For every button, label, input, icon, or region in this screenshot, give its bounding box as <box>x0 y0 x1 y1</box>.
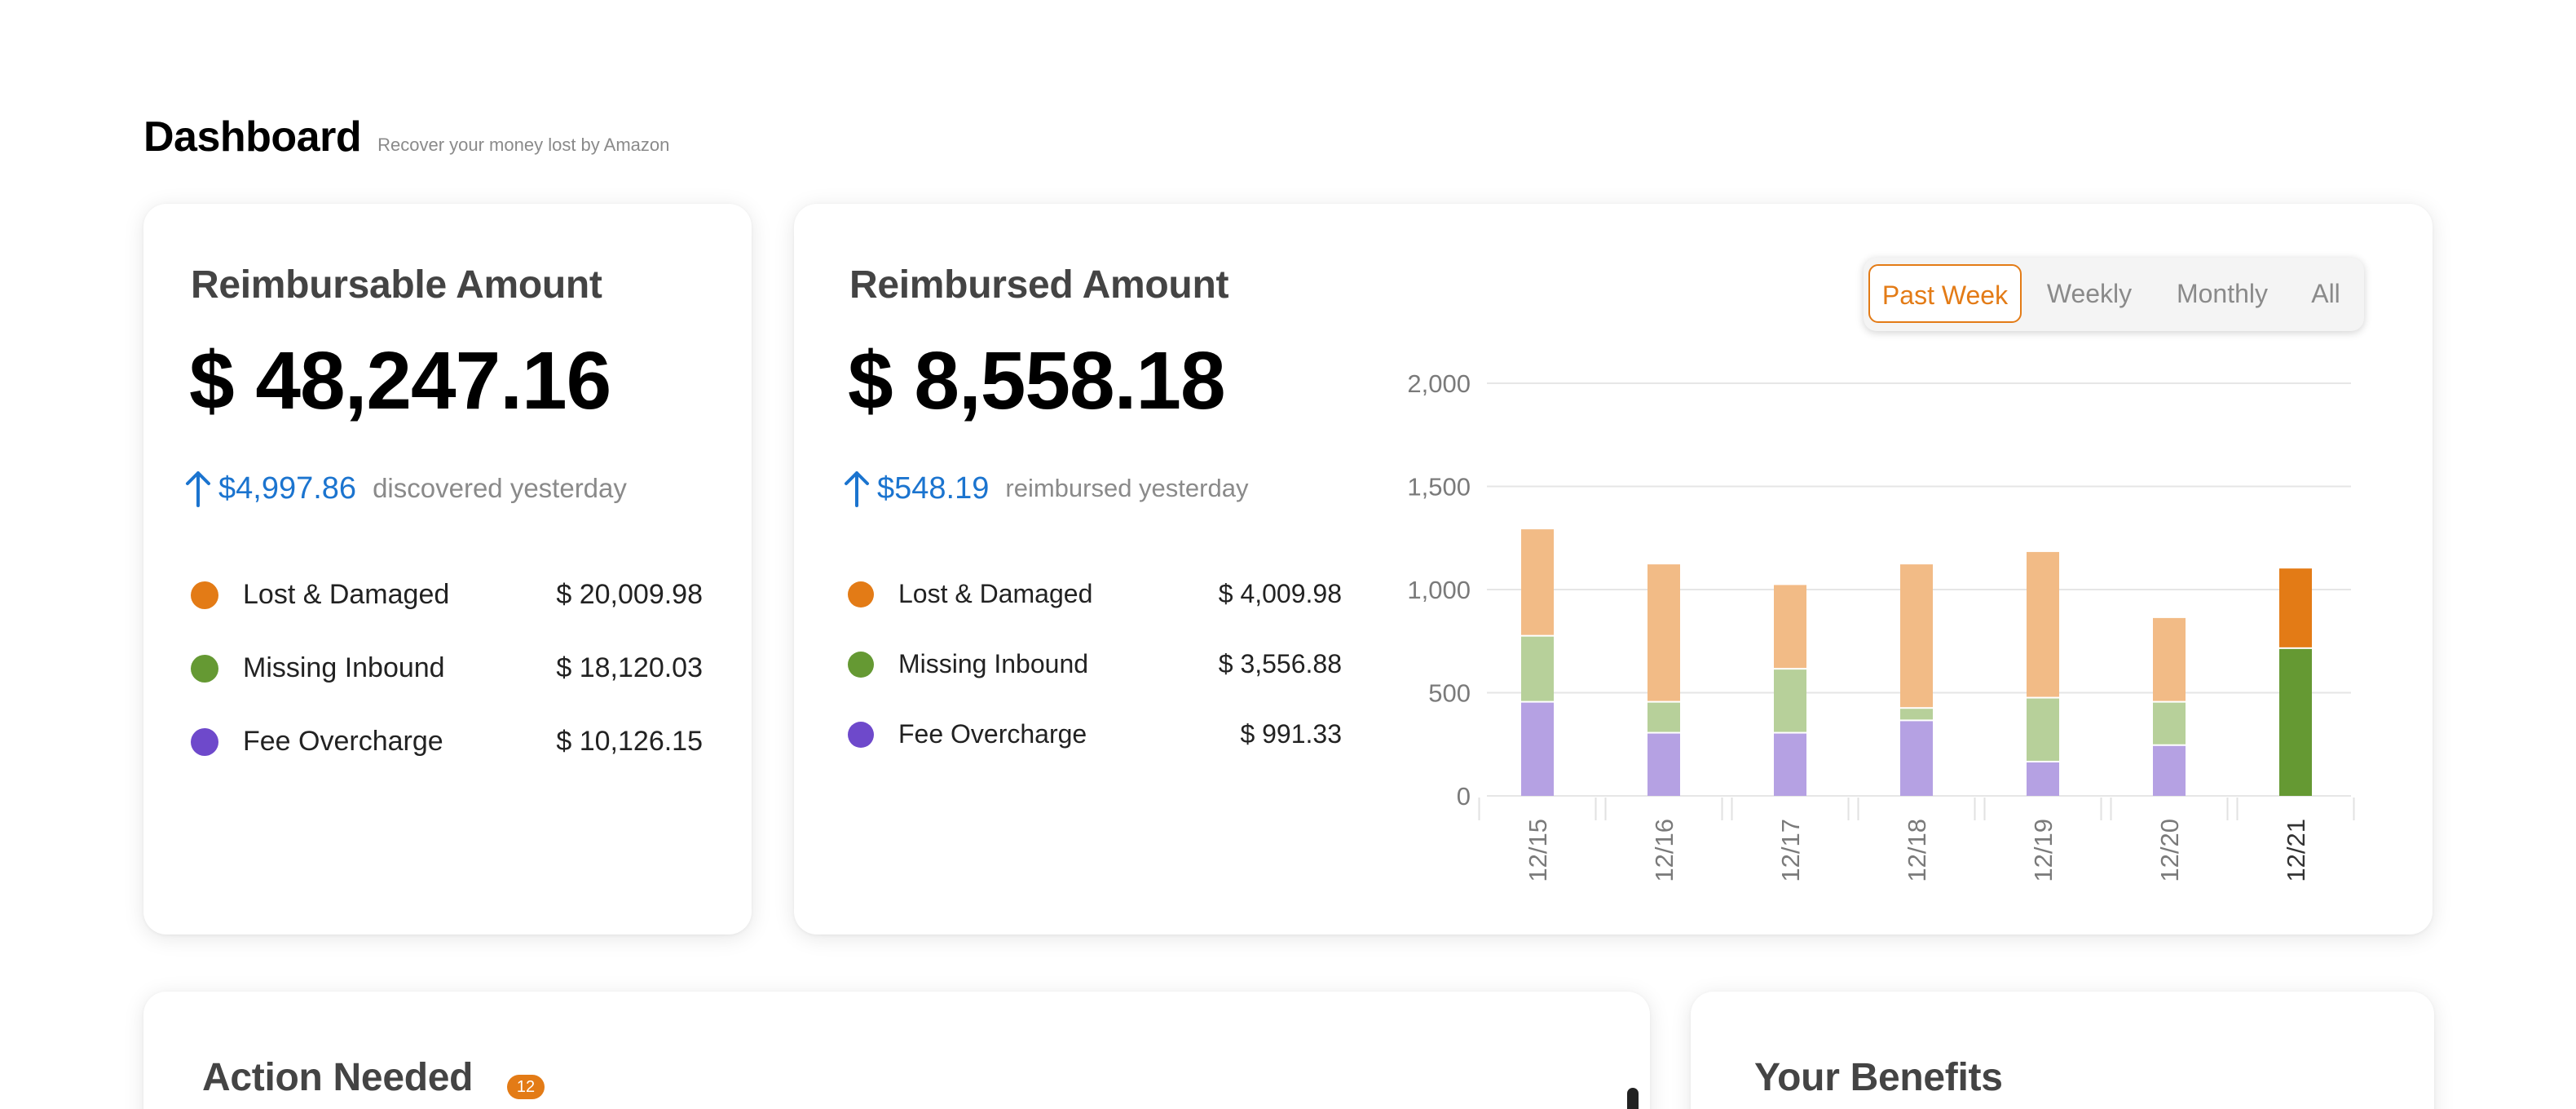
bar-lost-damaged <box>1900 564 1933 708</box>
legend-value: $ 18,120.03 <box>556 652 703 683</box>
reimbursed-chart: 0 500 1,000 1,500 2,000 12/15 12/16 12/17 12/18 1… <box>1407 369 2355 882</box>
benefits-title: Your Benefits <box>1754 1056 2003 1099</box>
reimbursable-delta-value: $4,997.86 <box>218 471 357 506</box>
bar-fee-overcharge <box>2027 762 2059 796</box>
bar-missing-inbound <box>1647 702 1680 732</box>
legend-label: Missing Inbound <box>898 649 1089 678</box>
x-tick-label: 12/17 <box>1776 819 1805 882</box>
bar-fee-overcharge <box>1774 733 1806 796</box>
bar-missing-inbound <box>1900 709 1933 720</box>
legend-label: Fee Overcharge <box>243 726 443 757</box>
bar-missing-inbound <box>2027 698 2059 761</box>
action-needed-card: Action Needed 12 <box>143 992 1650 1109</box>
legend-label: Fee Overcharge <box>898 719 1087 749</box>
bar-fee-overcharge <box>1521 702 1554 796</box>
legend-value: $ 4,009.98 <box>1218 579 1342 608</box>
bar-missing-inbound <box>1774 669 1806 732</box>
y-tick-label: 500 <box>1428 679 1471 708</box>
legend-item-fee-overcharge: Fee Overcharge <box>191 726 443 758</box>
range-monthly-button[interactable]: Monthly <box>2176 279 2269 308</box>
arrow-up-icon <box>184 470 212 507</box>
x-tick-mark <box>2110 798 2229 820</box>
bar-lost-damaged <box>2279 568 2312 647</box>
range-weekly-button[interactable]: Weekly <box>2046 279 2133 308</box>
x-tick-mark <box>2236 798 2355 820</box>
x-tick-mark <box>1604 798 1723 820</box>
bar-missing-inbound <box>2153 702 2186 744</box>
bar-fee-overcharge <box>2153 745 2186 796</box>
y-tick-label: 1,500 <box>1407 473 1471 501</box>
y-tick-label: 2,000 <box>1407 369 1471 398</box>
missing-inbound-dot <box>191 654 218 683</box>
legend-item-missing-inbound: Missing Inbound <box>848 649 1088 679</box>
legend-value: $ 3,556.88 <box>1218 649 1342 678</box>
benefits-card: Your Benefits <box>1691 992 2434 1109</box>
reimbursable-delta-note: discovered yesterday <box>373 473 627 503</box>
reimbursable-title: Reimbursable Amount <box>191 263 602 307</box>
legend-value: $ 10,126.15 <box>556 726 703 757</box>
x-tick-label: 12/21 <box>2282 819 2310 882</box>
arrow-up-icon <box>843 470 871 507</box>
scrollbar-thumb[interactable] <box>1627 1088 1639 1109</box>
bar-fee-overcharge <box>1647 733 1680 796</box>
legend-value: $ 20,009.98 <box>556 579 703 610</box>
page-subtitle: Recover your money lost by Amazon <box>377 135 670 155</box>
reimbursed-delta-note: reimbursed yesterday <box>1005 474 1249 502</box>
missing-inbound-dot <box>848 651 874 678</box>
x-tick-label: 12/15 <box>1524 819 1552 882</box>
range-all-button[interactable]: All <box>2311 279 2340 308</box>
reimbursable-delta: $4,997.86 discovered yesterday <box>184 470 627 507</box>
legend-item-lost-damaged: Lost & Damaged <box>848 579 1092 609</box>
x-tick-label: 12/16 <box>1650 819 1678 882</box>
reimbursed-delta-value: $548.19 <box>877 471 990 506</box>
legend-value: $ 991.33 <box>1240 719 1342 749</box>
fee-overcharge-dot <box>191 727 218 756</box>
bar-lost-damaged <box>1521 529 1554 635</box>
page-header: Dashboard Recover your money lost by Ama… <box>143 113 669 161</box>
bar-missing-inbound <box>1521 636 1554 701</box>
x-tick-label: 12/18 <box>1903 819 1931 882</box>
legend-item-lost-damaged: Lost & Damaged <box>191 579 449 611</box>
x-tick-mark <box>1478 798 1597 820</box>
reimbursable-card: Reimbursable Amount $ 48,247.16 $4,997.8… <box>143 204 752 934</box>
legend-label: Missing Inbound <box>243 652 445 683</box>
bar-lost-damaged <box>1647 564 1680 701</box>
page-title: Dashboard <box>143 113 362 161</box>
y-tick-label: 1,000 <box>1407 576 1471 604</box>
x-tick-mark <box>1983 798 2102 820</box>
bar-fee-overcharge <box>1900 721 1933 796</box>
y-tick-label: 0 <box>1457 782 1471 811</box>
reimbursed-amount: $ 8,558.18 <box>848 335 1226 426</box>
range-selector: Past Week Weekly Monthly All <box>1864 258 2364 331</box>
range-past-week-button[interactable]: Past Week <box>1868 264 2022 323</box>
bar-lost-damaged <box>1774 585 1806 669</box>
action-count-badge: 12 <box>507 1075 545 1099</box>
legend-label: Lost & Damaged <box>243 579 450 610</box>
reimbursed-title: Reimbursed Amount <box>849 263 1229 307</box>
x-tick-label: 12/20 <box>2155 819 2184 882</box>
fee-overcharge-dot <box>848 721 874 748</box>
x-tick-label: 12/19 <box>2029 819 2058 882</box>
legend-label: Lost & Damaged <box>898 579 1093 608</box>
reimbursed-card: Reimbursed Amount $ 8,558.18 $548.19 rei… <box>794 204 2433 934</box>
x-tick-mark <box>1857 798 1976 820</box>
action-needed-title: Action Needed <box>202 1056 474 1099</box>
bar-missing-inbound <box>2279 648 2312 796</box>
reimbursed-delta: $548.19 reimbursed yesterday <box>843 470 1248 507</box>
lost-damaged-dot <box>848 581 874 608</box>
legend-item-missing-inbound: Missing Inbound <box>191 652 445 684</box>
bar-lost-damaged <box>2027 551 2059 697</box>
bar-lost-damaged <box>2153 617 2186 701</box>
x-tick-mark <box>1731 798 1850 820</box>
legend-item-fee-overcharge: Fee Overcharge <box>848 719 1087 749</box>
lost-damaged-dot <box>191 581 218 609</box>
reimbursable-amount: $ 48,247.16 <box>189 335 611 426</box>
